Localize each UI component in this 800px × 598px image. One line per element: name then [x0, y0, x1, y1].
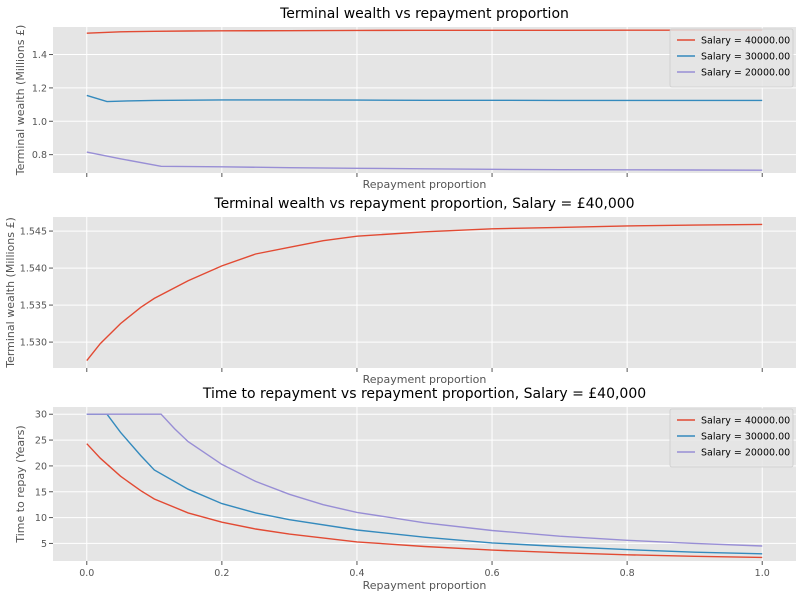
legend-entry: Salary = 30000.00: [701, 52, 790, 63]
chart-panel-3: 0.0 0.2 0.4 0.6 0.8 1.0 5 10 15 20 25 30 Time to rep…: [14, 386, 796, 592]
x-axis-label: Repayment proportion: [363, 178, 487, 191]
y-axis-label: Terminal wealth (Millions £): [14, 25, 27, 177]
y-tick-label: 25: [35, 436, 47, 447]
series-line-1: [86, 443, 763, 559]
x-tick-label: 0.8: [620, 568, 635, 579]
series-line-1: [86, 29, 763, 34]
legend-box: [669, 408, 794, 468]
y-tick-label: 1.535: [20, 301, 47, 312]
legend-box: [669, 28, 794, 88]
x-axis-label: Repayment proportion: [363, 373, 487, 386]
chart-panel-1: 0.8 1.0 1.2 1.4 Terminal wealth vs repayment…: [14, 6, 796, 191]
legend-entry: Salary = 40000.00: [701, 416, 790, 427]
y-tick-label: 10: [35, 513, 47, 524]
y-tick-label: 0.8: [32, 150, 47, 161]
legend-entry: Salary = 20000.00: [701, 448, 790, 459]
legend-entry: Salary = 30000.00: [701, 432, 790, 443]
legend-entry: Salary = 20000.00: [701, 68, 790, 79]
series-line-3: [86, 151, 763, 171]
legend: Salary = 40000.00 Salary = 30000.00 Salary…: [669, 28, 794, 88]
y-axis-label: Time to repay (Years): [14, 425, 27, 543]
x-tick-label: 0.4: [349, 568, 364, 579]
y-tick-label: 1.0: [32, 117, 47, 128]
y-tick-label: 1.540: [20, 264, 47, 275]
y-tick-label: 1.2: [32, 83, 47, 94]
legend: Salary = 40000.00 Salary = 30000.00 Salary…: [669, 408, 794, 468]
chart-title: Terminal wealth vs repayment proportion,…: [213, 196, 634, 212]
chart-title: Terminal wealth vs repayment proportion: [279, 6, 569, 22]
legend-entry: Salary = 40000.00: [701, 36, 790, 47]
y-axis-label: Terminal wealth (Millions £): [4, 217, 17, 369]
y-tick-label: 15: [35, 487, 47, 498]
y-tick-label: 30: [35, 410, 47, 421]
y-tick-label: 1.530: [20, 338, 47, 349]
x-tick-label: 0.6: [484, 568, 499, 579]
y-tick-label: 20: [35, 461, 47, 472]
x-axis-label: Repayment proportion: [363, 579, 487, 592]
x-tick-label: 0.0: [79, 568, 94, 579]
chart-panel-2: 1.530 1.535 1.540 1.545 Terminal wealth vs r…: [4, 196, 796, 386]
series-line-1: [86, 223, 763, 362]
series-line-2: [86, 94, 763, 103]
series-line-3: [86, 413, 763, 547]
plot-background: [53, 217, 796, 368]
y-tick-label: 1.545: [20, 227, 47, 238]
x-tick-label: 1.0: [755, 568, 770, 579]
y-tick-label: 1.4: [32, 50, 47, 61]
series-line-2: [86, 413, 763, 555]
y-tick-label: 5: [41, 539, 47, 550]
chart-title: Time to repayment vs repayment proportio…: [202, 386, 646, 402]
x-tick-label: 0.2: [214, 568, 229, 579]
